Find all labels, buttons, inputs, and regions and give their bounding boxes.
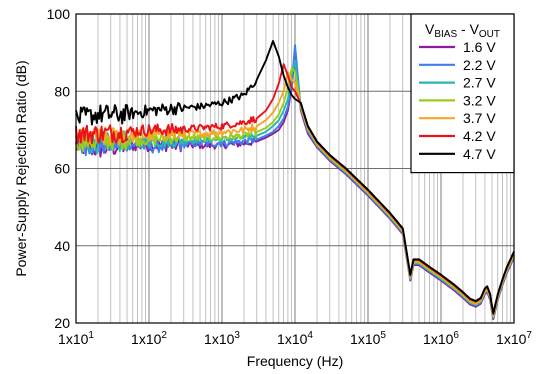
y-tick-labels: 20 40 60 80 100: [47, 6, 71, 331]
y-tick-label: 40: [54, 238, 70, 254]
x-tick-label: 1x107: [496, 330, 532, 347]
x-tick-label: 1x103: [204, 330, 240, 347]
x-tick-labels: 1x101 1x102 1x103 1x104 1x105 1x106 1x107: [58, 330, 532, 347]
y-axis-label: Power-Supply Rejection Ratio (dB): [13, 60, 29, 276]
x-tick-label: 1x104: [277, 330, 313, 347]
series-layer: [75, 40, 515, 321]
legend-label: 3.2 V: [463, 92, 496, 108]
legend-label: 4.2 V: [463, 128, 496, 144]
legend-label: 2.7 V: [463, 75, 496, 91]
y-tick-label: 20: [54, 315, 70, 331]
legend-label: 1.6 V: [463, 39, 496, 55]
y-tick-label: 100: [47, 6, 71, 22]
series-line: [75, 40, 515, 315]
y-tick-label: 80: [54, 83, 70, 99]
legend-label: 2.2 V: [463, 57, 496, 73]
x-axis-label: Frequency (Hz): [247, 353, 343, 369]
x-tick-label: 1x106: [423, 330, 459, 347]
x-tick-label: 1x102: [131, 330, 167, 347]
legend-box: [410, 13, 515, 174]
legend-title: VBIAS - VOUT: [425, 21, 500, 40]
x-tick-label: 1x101: [58, 330, 94, 347]
legend-label: 4.7 V: [463, 146, 496, 162]
y-tick-label: 60: [54, 161, 70, 177]
x-tick-label: 1x105: [350, 330, 386, 347]
legend-label: 3.7 V: [463, 110, 496, 126]
